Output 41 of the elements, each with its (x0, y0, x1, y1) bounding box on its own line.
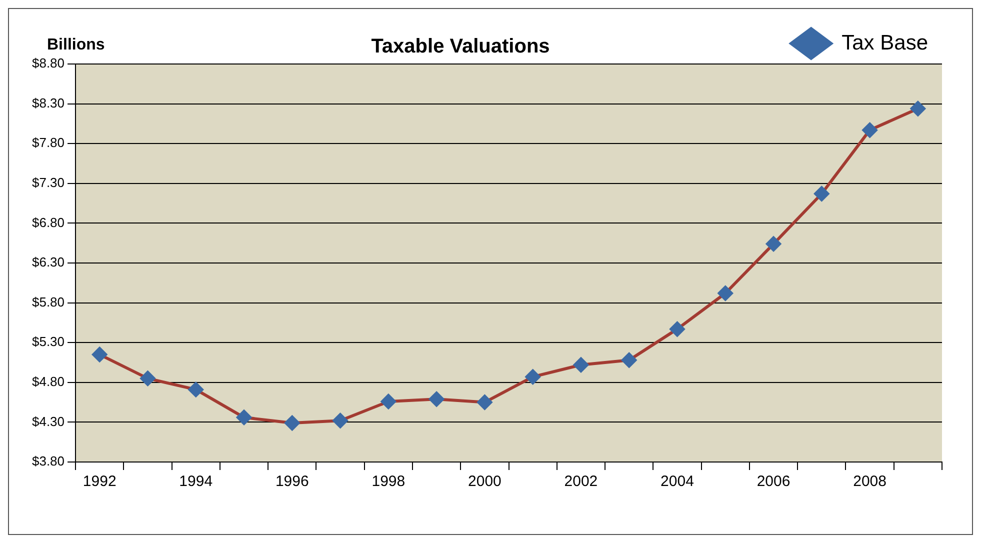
y-tick-label: $5.30 (32, 334, 65, 350)
point (525, 369, 540, 384)
x-tick-label: 1996 (275, 473, 309, 490)
point (380, 394, 396, 410)
y-tick-label: $5.80 (32, 294, 65, 310)
y-tick-label: $7.80 (32, 135, 65, 150)
y-tick-label: $8.30 (32, 95, 65, 110)
point (573, 357, 588, 372)
point (814, 186, 830, 202)
x-tick-label: 2004 (660, 473, 694, 490)
y-tick-label: $3.80 (32, 454, 65, 469)
point (284, 415, 300, 430)
x-tick-label: 2002 (564, 473, 598, 490)
y-tick-label: $4.80 (32, 374, 65, 389)
x-tick-label: 1998 (372, 473, 406, 490)
y-tick-label: $7.30 (32, 174, 65, 190)
y-tick-label: $4.30 (32, 414, 65, 429)
point (188, 382, 204, 398)
x-tick-label: 2000 (468, 473, 502, 490)
point (622, 352, 637, 368)
x-tick-label: 1994 (179, 473, 213, 490)
y-tick-label: $6.80 (32, 214, 65, 230)
point (477, 394, 492, 410)
point (766, 236, 782, 252)
x-tick-label: 1992 (82, 473, 116, 490)
point (332, 413, 348, 428)
point (718, 286, 733, 301)
point (670, 322, 685, 337)
chart-title: Taxable Valuations (371, 36, 550, 58)
x-tick-label: 2008 (853, 473, 886, 490)
y-axis-title: Billions (47, 36, 105, 54)
y-tick-label: $6.30 (32, 254, 65, 270)
point (236, 410, 252, 425)
point (140, 370, 156, 386)
legend-label: Tax Base (842, 31, 928, 54)
point (429, 392, 444, 407)
x-tick-label: 2006 (756, 473, 790, 490)
point (862, 122, 878, 138)
point (910, 101, 926, 116)
point (92, 347, 108, 362)
y-tick-label: $8.80 (32, 56, 65, 71)
